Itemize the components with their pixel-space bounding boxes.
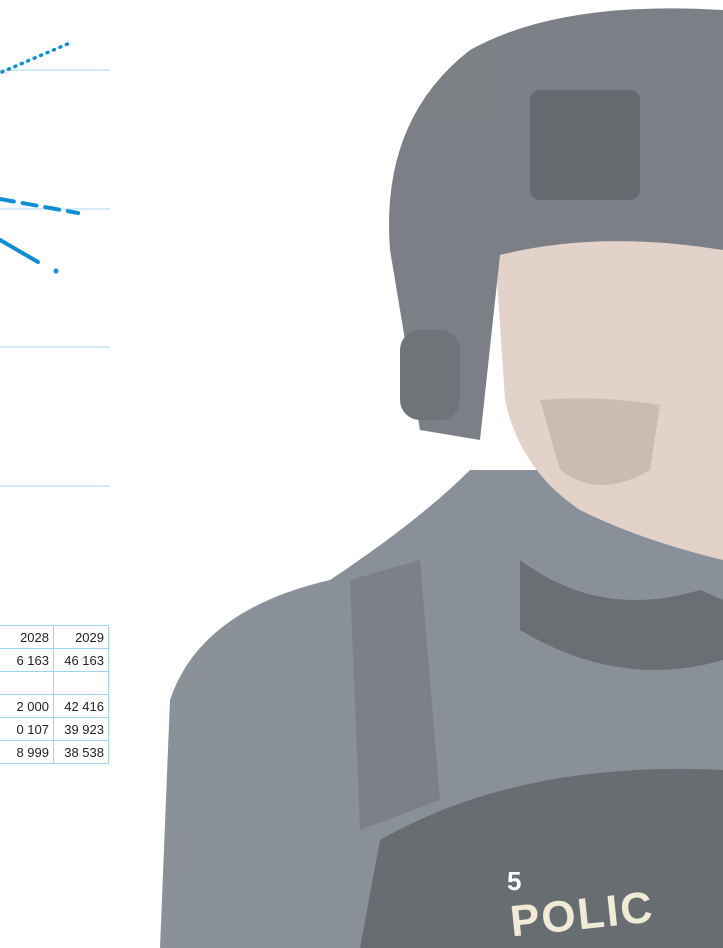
header-cell: 2028 (0, 626, 54, 649)
data-table: 2028 2029 6 163 46 163 2 000 42 416 0 10… (0, 625, 109, 764)
chart-fragment (0, 42, 110, 486)
ear-protector (400, 330, 460, 420)
cell: 8 999 (0, 741, 54, 764)
line-end (54, 269, 59, 274)
header-cell: 2029 (54, 626, 109, 649)
page: 2028 2029 6 163 46 163 2 000 42 416 0 10… (0, 0, 723, 948)
dashed-line (0, 199, 78, 213)
cell: 38 538 (54, 741, 109, 764)
cell: 42 416 (54, 695, 109, 718)
photo (160, 8, 723, 948)
table-row (0, 672, 109, 695)
helmet-mount (530, 90, 640, 200)
solid-line (0, 240, 38, 262)
cell (0, 672, 54, 695)
table-row: 6 163 46 163 (0, 649, 109, 672)
cell (54, 672, 109, 695)
cell: 0 107 (0, 718, 54, 741)
page-number: 5 (507, 866, 521, 897)
cell: 46 163 (54, 649, 109, 672)
table-row: 8 999 38 538 (0, 741, 109, 764)
table-header: 2028 2029 (0, 626, 109, 649)
dotted-line (2, 42, 72, 72)
table-row: 0 107 39 923 (0, 718, 109, 741)
cell: 2 000 (0, 695, 54, 718)
cell: 6 163 (0, 649, 54, 672)
cell: 39 923 (54, 718, 109, 741)
artwork (0, 0, 723, 948)
table-row: 2 000 42 416 (0, 695, 109, 718)
